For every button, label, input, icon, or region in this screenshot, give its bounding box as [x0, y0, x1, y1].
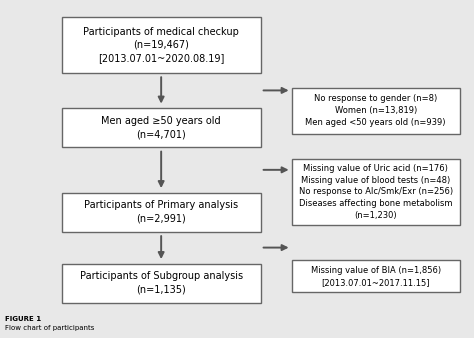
- Text: No response to gender (n=8)
Women (n=13,819)
Men aged <50 years old (n=939): No response to gender (n=8) Women (n=13,…: [305, 94, 446, 127]
- Text: Missing value of BIA (n=1,856)
[2013.07.01~2017.11.15]: Missing value of BIA (n=1,856) [2013.07.…: [310, 266, 441, 287]
- FancyBboxPatch shape: [62, 17, 261, 73]
- Text: Participants of Primary analysis
(n=2,991): Participants of Primary analysis (n=2,99…: [84, 200, 238, 224]
- FancyBboxPatch shape: [292, 159, 460, 225]
- FancyBboxPatch shape: [62, 193, 261, 232]
- Text: Participants of medical checkup
(n=19,467)
[2013.07.01~2020.08.19]: Participants of medical checkup (n=19,46…: [83, 27, 239, 63]
- Text: Men aged ≥50 years old
(n=4,701): Men aged ≥50 years old (n=4,701): [101, 116, 221, 139]
- Text: Participants of Subgroup analysis
(n=1,135): Participants of Subgroup analysis (n=1,1…: [80, 271, 243, 295]
- Text: Missing value of Uric acid (n=176)
Missing value of blood tests (n=48)
No respon: Missing value of Uric acid (n=176) Missi…: [299, 164, 453, 220]
- FancyBboxPatch shape: [292, 88, 460, 134]
- FancyBboxPatch shape: [62, 108, 261, 147]
- Text: Flow chart of participants: Flow chart of participants: [5, 325, 94, 331]
- Text: FIGURE 1: FIGURE 1: [5, 316, 41, 322]
- FancyBboxPatch shape: [62, 264, 261, 303]
- FancyBboxPatch shape: [292, 260, 460, 292]
